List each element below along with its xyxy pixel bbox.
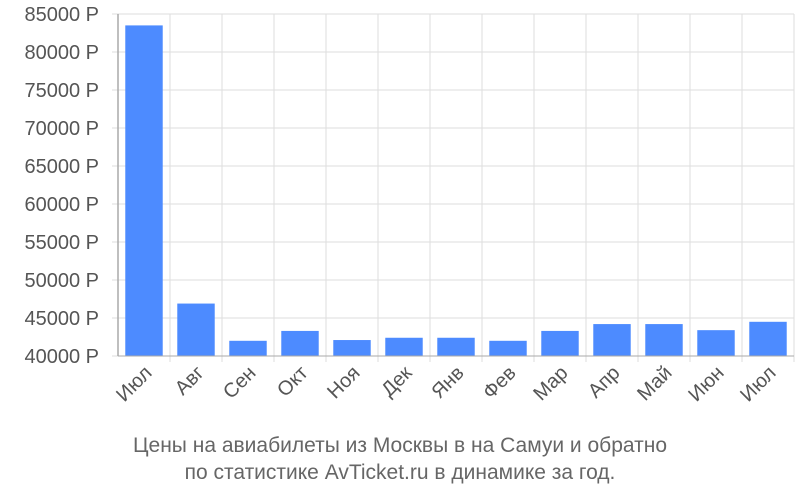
x-tick-label: Мар xyxy=(529,362,572,405)
x-tick-label: Апр xyxy=(584,362,625,403)
bar xyxy=(697,330,735,356)
y-tick-labels: 40000 Р 45000 Р 50000 Р 55000 Р 60000 Р 65000… xyxy=(24,4,99,368)
y-tick-label: 50000 Р xyxy=(24,270,99,292)
x-tick-label: Ноя xyxy=(323,362,364,403)
bar xyxy=(593,324,631,356)
x-tick-label: Дек xyxy=(377,362,416,401)
grid-lines xyxy=(112,13,795,362)
x-tick-label: Окт xyxy=(273,362,312,401)
bar xyxy=(281,330,319,356)
bar xyxy=(489,340,527,356)
bars xyxy=(125,25,787,357)
y-tick-label: 55000 Р xyxy=(24,232,99,254)
y-tick-label: 75000 Р xyxy=(24,80,99,102)
bar xyxy=(645,324,683,356)
y-tick-label: 60000 Р xyxy=(24,194,99,216)
x-tick-label: Янв xyxy=(427,362,468,403)
y-tick-label: 45000 Р xyxy=(24,308,99,330)
x-tick-label: Июл xyxy=(736,362,780,406)
x-tick-label: Авг xyxy=(171,362,209,400)
bar xyxy=(125,25,163,357)
y-tick-label: 70000 Р xyxy=(24,118,99,140)
x-tick-label: Июл xyxy=(112,362,156,406)
bar xyxy=(177,303,215,356)
chart-caption-line-2: по статистике AvTicket.ru в динамике за … xyxy=(184,461,616,484)
y-tick-label: 80000 Р xyxy=(24,42,99,64)
x-tick-label: Сен xyxy=(219,362,260,403)
bar xyxy=(437,337,475,356)
bar xyxy=(333,340,371,356)
bar-chart: 40000 Р 45000 Р 50000 Р 55000 Р 60000 Р 65000… xyxy=(24,4,795,406)
x-tick-label: Фев xyxy=(479,362,521,404)
bar xyxy=(385,337,423,356)
bar xyxy=(541,330,579,356)
axes xyxy=(117,14,794,357)
x-tick-label: Май xyxy=(633,362,676,405)
chart-caption-line-1: Цены на авиабилеты из Москвы в на Самуи … xyxy=(133,434,667,457)
bar xyxy=(749,321,787,356)
y-tick-label: 40000 Р xyxy=(24,346,99,368)
x-tick-label: Июн xyxy=(684,362,728,406)
y-tick-label: 65000 Р xyxy=(24,156,99,178)
bar xyxy=(229,340,267,356)
x-tick-labels: Июл Авг Сен Окт Ноя Дек Янв Фев Мар Апр Май Июн Июл xyxy=(112,362,780,406)
y-tick-label: 85000 Р xyxy=(24,4,99,26)
